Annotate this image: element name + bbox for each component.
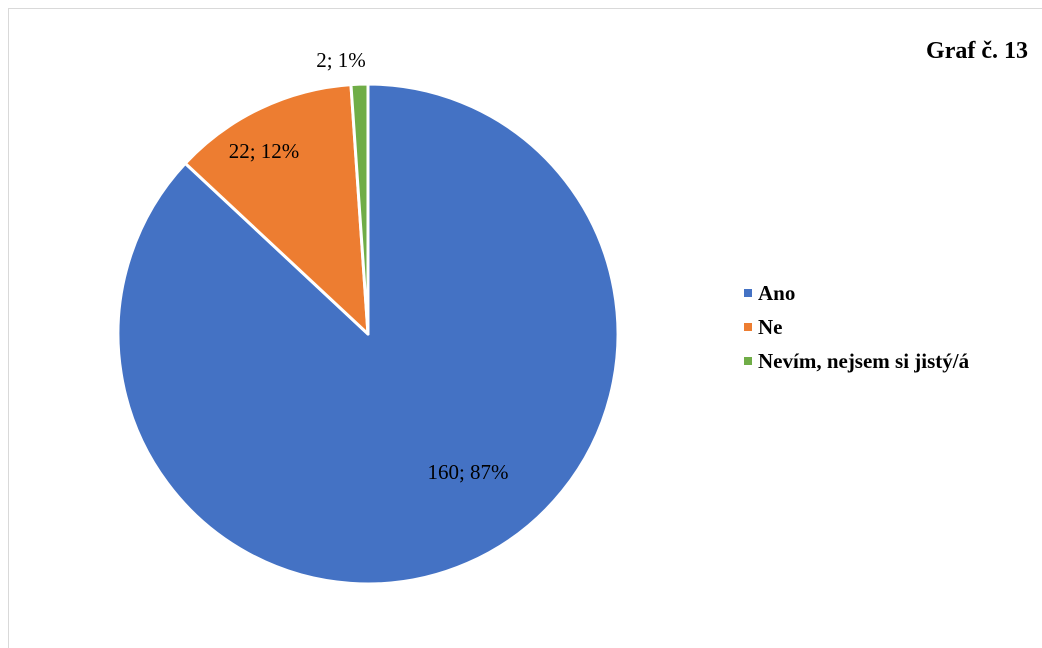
chart-frame (8, 8, 1042, 648)
pie-slice-nevim (349, 82, 370, 336)
legend-item-ano: Ano (744, 276, 969, 310)
legend-swatch-ne (744, 323, 752, 331)
legend-item-ne: Ne (744, 310, 969, 344)
data-label-ano: 160; 87% (427, 460, 508, 484)
data-label-nevim: 2; 1% (316, 48, 366, 72)
chart-title: Graf č. 13 (926, 38, 1028, 64)
legend-label-ne: Ne (758, 314, 783, 339)
legend-label-nevim: Nevím, nejsem si jistý/á (758, 348, 970, 373)
legend-swatch-nevim (744, 357, 752, 365)
legend-label-ano: Ano (758, 280, 796, 305)
data-label-ne: 22; 12% (229, 139, 300, 163)
pie-slice-ne (183, 83, 370, 336)
legend: Ano Ne Nevím, nejsem si jistý/á (744, 276, 969, 378)
legend-item-nevim: Nevím, nejsem si jistý/á (744, 344, 969, 378)
legend-swatch-ano (744, 289, 752, 297)
